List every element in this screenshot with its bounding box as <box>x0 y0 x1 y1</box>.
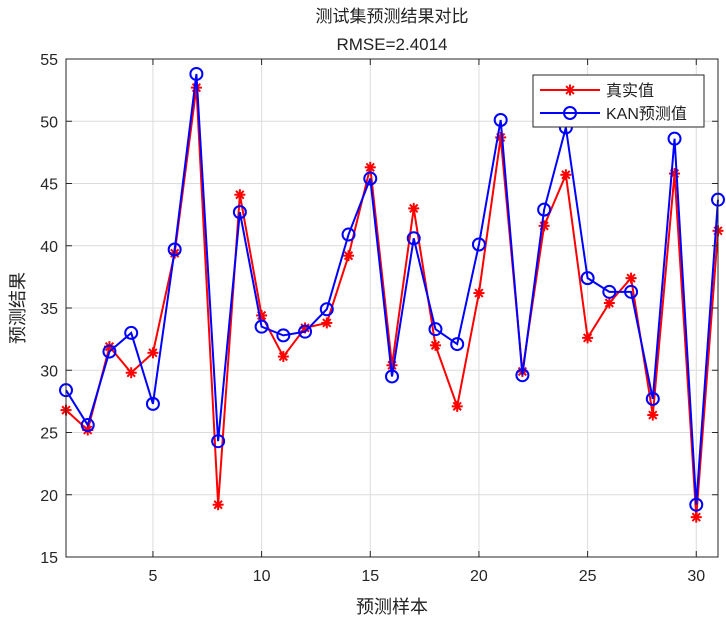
data-point <box>406 231 421 246</box>
x-tick-label: 10 <box>253 568 271 585</box>
data-point <box>212 499 224 511</box>
data-point <box>624 284 639 299</box>
data-point <box>625 272 637 284</box>
data-point <box>364 161 376 173</box>
data-point <box>277 351 289 363</box>
data-point <box>232 205 247 220</box>
data-point <box>321 317 333 329</box>
legend-circle-icon <box>563 106 577 120</box>
y-tick-label: 40 <box>40 239 58 256</box>
data-point <box>80 418 95 433</box>
data-point <box>124 325 139 340</box>
series-true <box>60 82 724 523</box>
y-tick-label: 30 <box>40 363 58 380</box>
data-point <box>363 171 378 186</box>
data-point <box>125 367 137 379</box>
data-point <box>319 302 334 317</box>
legend-asterisk-icon <box>564 84 576 96</box>
x-tick-label: 20 <box>470 568 488 585</box>
data-point <box>385 369 399 384</box>
data-point <box>429 339 441 351</box>
series-line <box>65 73 719 505</box>
data-point <box>147 347 159 359</box>
data-point <box>167 242 182 257</box>
chart-subtitle: RMSE=2.4014 <box>336 35 447 54</box>
x-tick-label: 5 <box>148 568 157 585</box>
data-point <box>515 368 530 383</box>
data-point <box>102 344 117 359</box>
grid <box>66 58 718 558</box>
data-point <box>667 131 682 146</box>
y-tick-label: 20 <box>40 488 58 505</box>
data-point <box>473 287 485 299</box>
data-point <box>580 271 595 286</box>
y-tick-label: 55 <box>40 52 58 69</box>
y-tick-label: 15 <box>40 550 58 567</box>
data-point <box>234 189 246 201</box>
legend-asterisk <box>564 84 576 96</box>
data-point <box>408 202 420 214</box>
legend-label-pred: KAN预测值 <box>606 105 687 123</box>
data-point <box>471 237 486 252</box>
data-point <box>690 511 702 523</box>
data-point <box>189 66 204 81</box>
data-point <box>538 220 550 232</box>
x-tick-label: 25 <box>579 568 597 585</box>
y-tick-label: 35 <box>40 301 58 318</box>
ticks: 5 10 15 20 25 30 15 20 25 30 35 40 45 50 55 <box>40 52 718 585</box>
data-point <box>341 227 356 242</box>
data-point <box>451 400 463 412</box>
x-tick-label: 30 <box>687 568 705 585</box>
data-point <box>211 434 226 449</box>
series-pred <box>59 66 725 512</box>
data-point <box>428 322 443 337</box>
series-group <box>59 66 725 523</box>
data-point <box>254 319 269 334</box>
y-tick-label: 25 <box>40 426 58 443</box>
data-point <box>560 169 572 181</box>
data-point <box>145 396 160 411</box>
series-line <box>65 87 719 518</box>
y-tick-label: 50 <box>40 114 58 131</box>
data-point <box>343 250 355 262</box>
legend-label-true: 真实值 <box>606 82 654 100</box>
data-point <box>602 284 617 299</box>
y-axis-label: 预测结果 <box>8 272 28 344</box>
data-point <box>493 113 508 128</box>
legend: 真实值 KAN预测值 <box>532 74 705 128</box>
data-point <box>582 332 594 344</box>
data-point <box>603 297 615 309</box>
x-axis-label: 预测样本 <box>356 597 428 617</box>
x-tick-label: 15 <box>361 568 379 585</box>
data-point <box>537 202 552 217</box>
data-point <box>276 328 291 343</box>
data-point <box>645 391 660 406</box>
y-tick-label: 45 <box>40 177 58 194</box>
chart-title: 测试集预测结果对比 <box>316 7 469 26</box>
data-point <box>647 409 659 421</box>
data-point <box>689 497 704 512</box>
data-point <box>450 337 465 352</box>
data-point <box>298 324 313 339</box>
legend-box <box>532 74 705 128</box>
